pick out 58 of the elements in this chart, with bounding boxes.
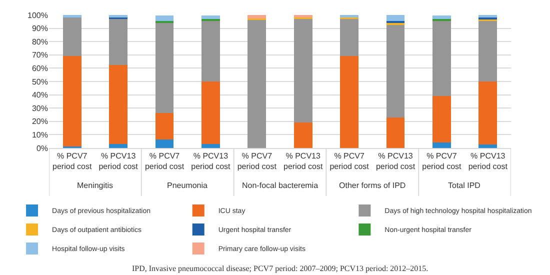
bar xyxy=(248,15,266,18)
x-tick-label: % PCV13 period cost xyxy=(284,152,324,171)
bar xyxy=(109,144,128,148)
x-tick-label: % PCV13 period cost xyxy=(191,152,232,171)
bar xyxy=(432,16,451,19)
bar xyxy=(432,96,451,143)
y-tick-label: 90% xyxy=(32,24,48,34)
bar xyxy=(155,22,174,113)
text: IPD, Invasive pneumococcal disease; PCV7 period: 2007–2009; PCV13 period: 2012–2015. xyxy=(132,264,428,273)
text: Pneumonia xyxy=(167,181,208,190)
y-tick-label: 10% xyxy=(32,130,48,140)
bar xyxy=(62,56,82,147)
bar xyxy=(248,20,266,148)
bar xyxy=(478,144,498,148)
bar xyxy=(386,117,405,148)
y-tick-label: 50% xyxy=(32,77,48,86)
bar xyxy=(201,20,220,82)
y-tick-label: 40% xyxy=(32,90,48,100)
bar xyxy=(62,15,82,18)
x-tick-label: % PCV13 period cost xyxy=(468,152,508,171)
x-tick-label: % PCV7 period cost xyxy=(330,152,370,171)
bar xyxy=(340,56,359,148)
bar xyxy=(62,18,82,56)
bar xyxy=(155,139,174,148)
text: Total IPD xyxy=(448,181,481,190)
bar xyxy=(478,15,498,18)
bar xyxy=(432,20,451,96)
x-tick-label: % PCV7 period cost xyxy=(52,152,92,171)
bar xyxy=(109,18,128,65)
text: Other forms of IPD xyxy=(339,181,406,190)
y-tick-label: 0% xyxy=(36,144,48,153)
bar xyxy=(155,112,174,140)
bar xyxy=(201,16,220,19)
bar xyxy=(201,144,220,148)
x-tick-label: % PCV7 period cost xyxy=(237,152,278,171)
text: Non-focal bacteremia xyxy=(242,181,319,190)
bar xyxy=(294,122,312,148)
bar xyxy=(294,18,312,123)
bar xyxy=(109,64,128,144)
y-tick-label: 80% xyxy=(32,37,48,46)
text: Meningitis xyxy=(77,181,114,190)
y-tick-label: 20% xyxy=(32,117,48,126)
bar xyxy=(432,142,451,148)
x-tick-label: % PCV13 period cost xyxy=(376,152,416,171)
x-tick-label: % PCV7 period cost xyxy=(144,152,185,171)
x-tick-label: % PCV7 period cost xyxy=(422,152,462,171)
bar xyxy=(340,18,359,56)
x-tick-label: % PCV13 period cost xyxy=(98,152,139,171)
bar xyxy=(201,82,220,144)
bar xyxy=(478,20,498,82)
y-tick-label: 100% xyxy=(28,10,48,20)
y-tick-label: 70% xyxy=(32,50,48,60)
y-tick-label: 60% xyxy=(32,64,48,73)
bar xyxy=(478,82,498,145)
bar xyxy=(386,24,405,118)
bar xyxy=(386,15,405,21)
y-tick-label: 30% xyxy=(32,104,48,113)
bar xyxy=(155,16,174,21)
